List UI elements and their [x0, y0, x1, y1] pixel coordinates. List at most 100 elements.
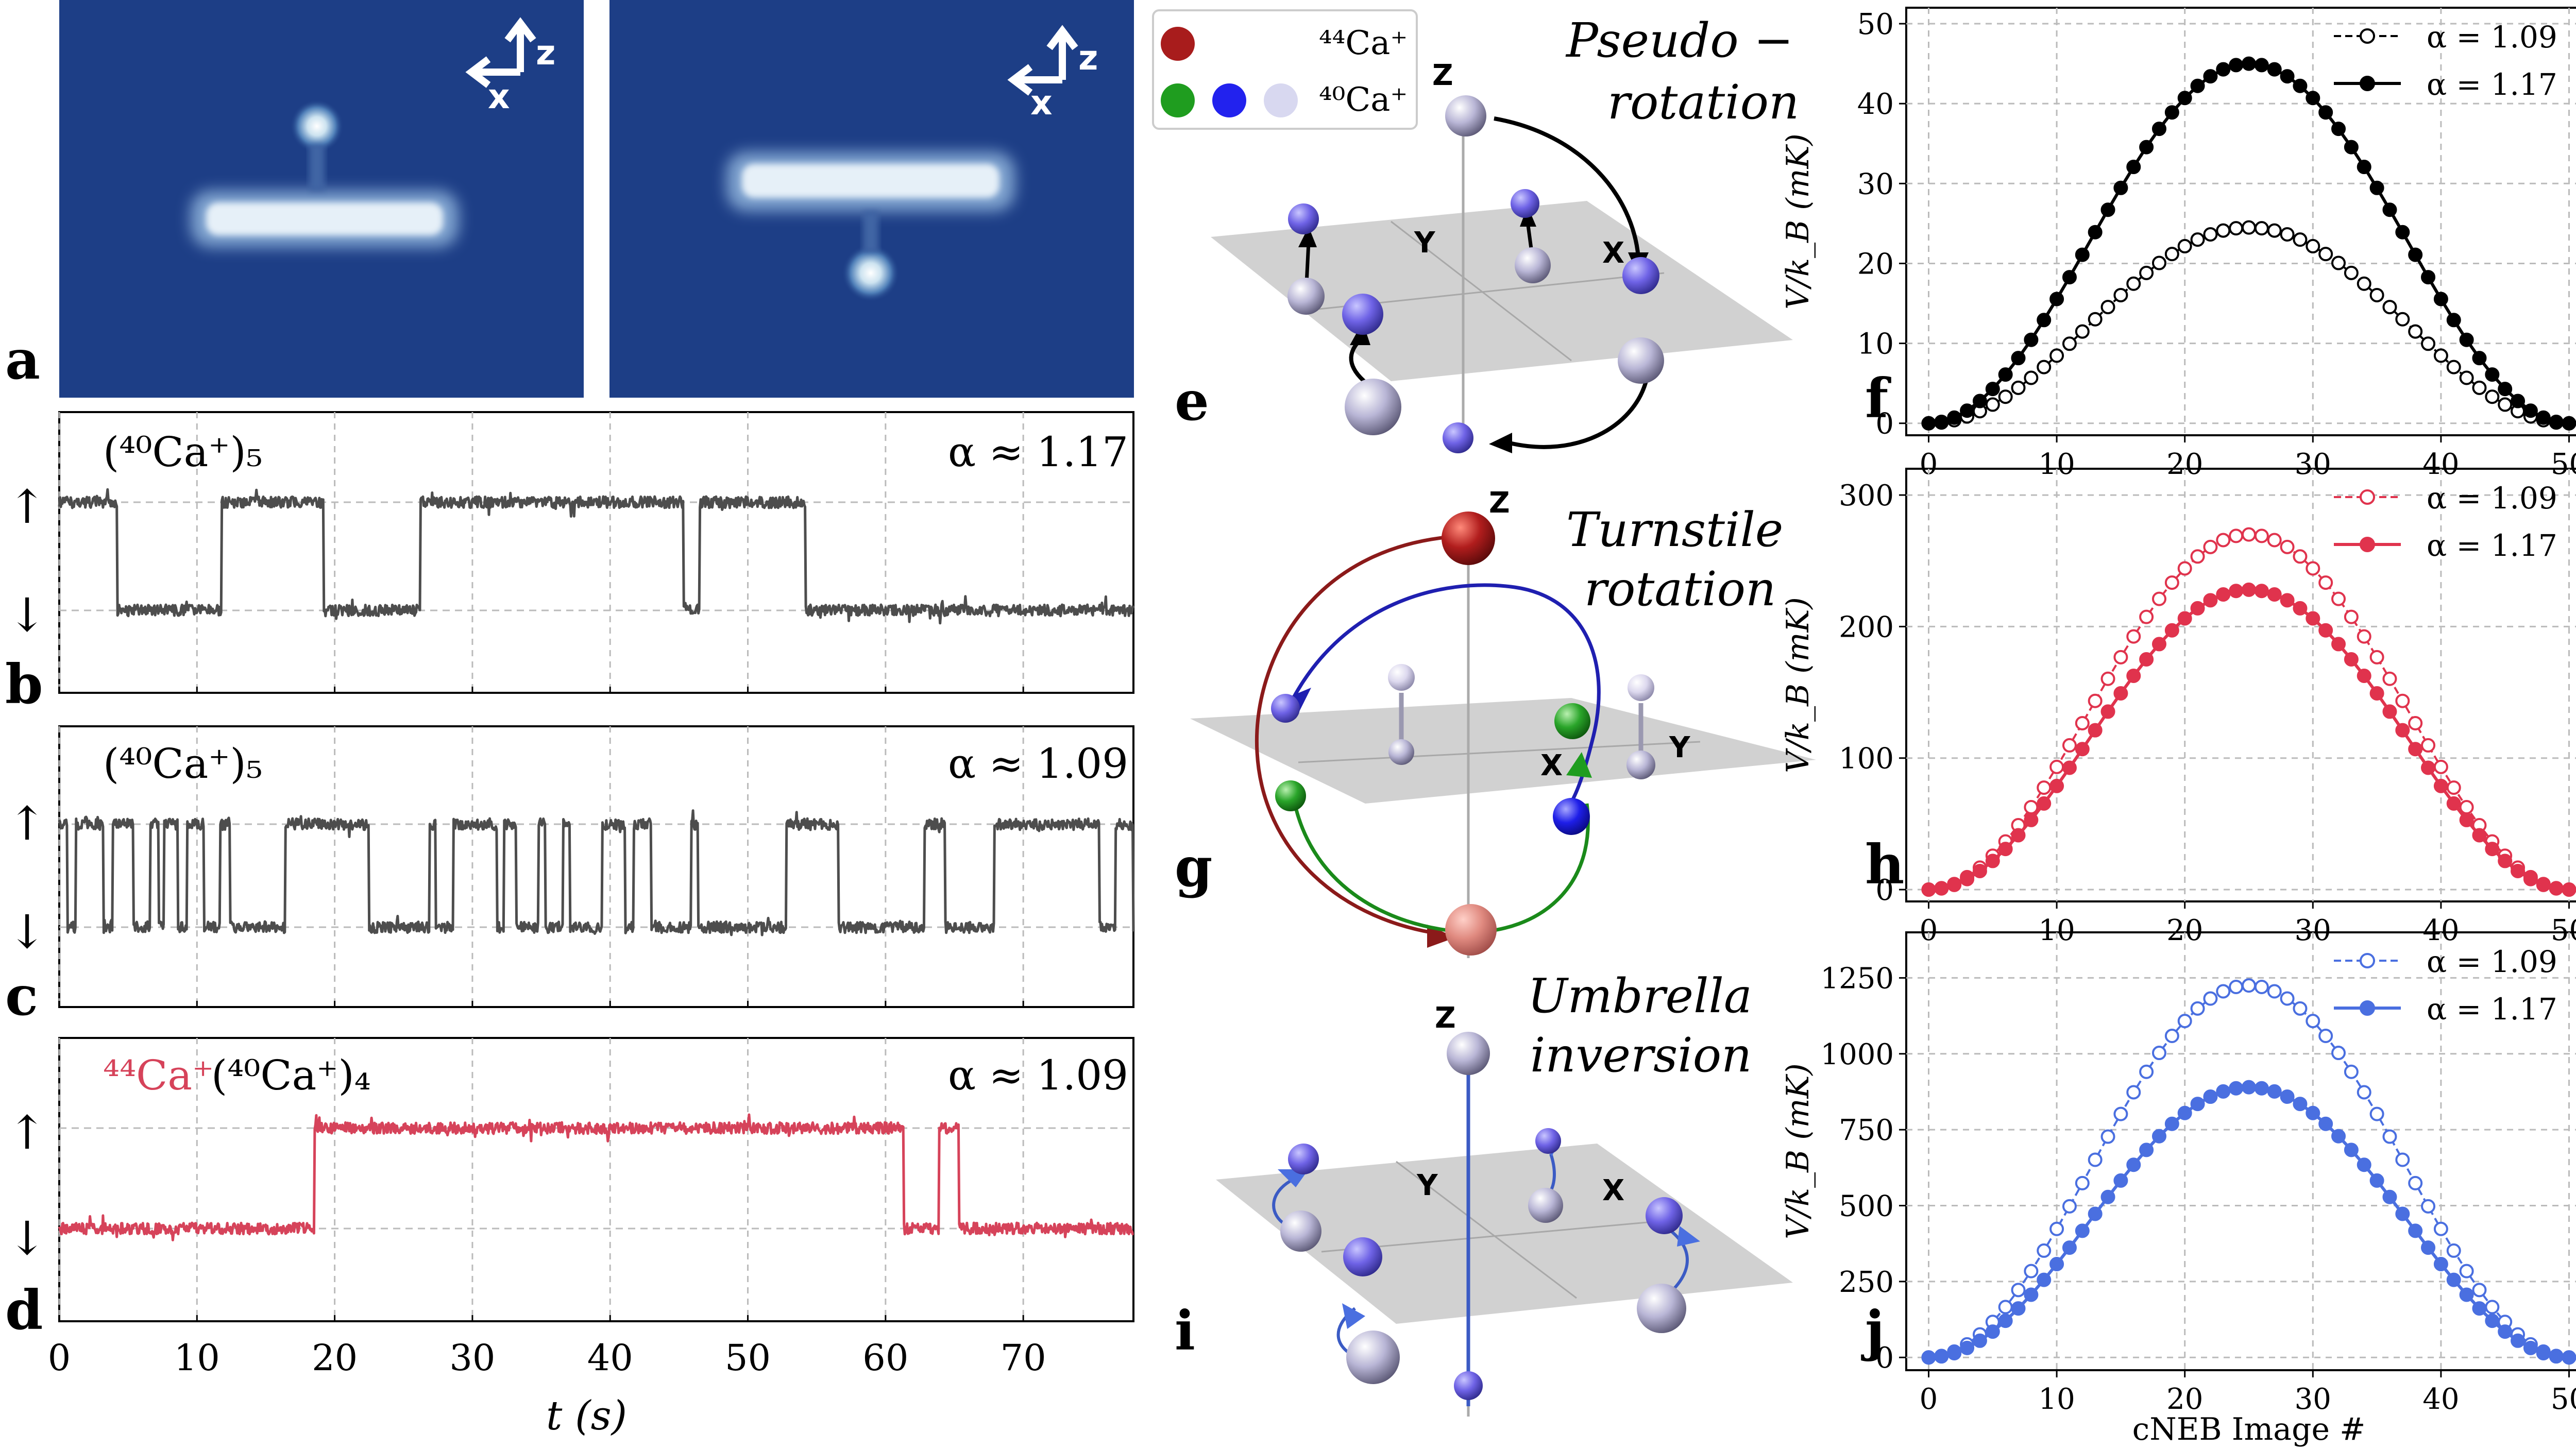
data-point [2113, 1106, 2128, 1121]
data-point [2511, 394, 2526, 408]
panel-j-series-alpha-117 [1921, 1080, 2576, 1365]
panel-f-y-axis-label: V/k_B (mK) [1780, 133, 1816, 310]
panel-f-x-tick-label: 0 [1920, 448, 1938, 481]
panel-h-y-tick-label: 0 [1875, 874, 1894, 907]
data-point [2331, 1046, 2346, 1061]
series-line [1928, 588, 2569, 891]
time-axis-label: t (s) [546, 1393, 627, 1439]
data-point [2344, 609, 2359, 624]
panel-g-x-label: X [1540, 749, 1563, 782]
species-legend [1152, 9, 1418, 130]
data-point [2190, 1097, 2205, 1112]
data-point [2523, 1340, 2538, 1355]
panel-i-diagram [1216, 1032, 1793, 1417]
panel-f-y-tick-label: 0 [1875, 407, 1894, 441]
panel-letter-g: g [1175, 835, 1212, 899]
data-point [2216, 587, 2231, 602]
data-point [2049, 348, 2064, 363]
panel-e-y-label: Y [1414, 226, 1436, 260]
legend-marker [2360, 489, 2375, 505]
data-point [2049, 292, 2064, 306]
panel-i-z-label: Z [1435, 1001, 1456, 1035]
data-point [2139, 140, 2154, 155]
data-point [1998, 367, 2013, 382]
data-point [1934, 1349, 1949, 1364]
panel-h-x-tick-label: 40 [2422, 914, 2459, 947]
data-point [2203, 593, 2218, 608]
data-point [2562, 1350, 2576, 1365]
data-point [2344, 265, 2359, 280]
data-point [2190, 78, 2205, 93]
data-point [2382, 704, 2397, 719]
panel-d-species-44: ⁴⁴Ca⁺ [103, 1051, 214, 1099]
data-point [2267, 223, 2282, 238]
data-point [2216, 223, 2231, 238]
data-point [2075, 1175, 2090, 1190]
data-point [2446, 796, 2461, 811]
panel-f-y-tick-label: 50 [1857, 8, 1894, 41]
panel-h-y-axis-label: V/k_B (mK) [1780, 597, 1816, 773]
panel-e-title-line2: rotation [1607, 75, 1799, 130]
data-point [2536, 877, 2551, 892]
data-point [2331, 637, 2346, 652]
data-point [2331, 122, 2346, 137]
data-point [2433, 1221, 2448, 1236]
panel-f-x-tick-label: 30 [2295, 448, 2331, 481]
data-point [2433, 292, 2448, 306]
data-point [2190, 601, 2205, 616]
data-point [1921, 416, 1936, 431]
panel-g-diagram [1190, 512, 1816, 958]
data-point [2318, 623, 2333, 638]
data-point [2293, 1001, 2308, 1016]
data-point [2536, 1346, 2551, 1361]
data-point [2100, 671, 2115, 686]
data-point [2100, 704, 2115, 719]
panel-letter-b: b [5, 652, 43, 716]
data-point [2293, 232, 2308, 247]
data-point [2421, 270, 2436, 285]
data-point [2498, 854, 2513, 868]
data-point [2280, 227, 2295, 242]
data-point [2254, 58, 2269, 73]
data-point [2306, 1105, 2320, 1120]
data-point [2485, 389, 2500, 404]
data-point [2472, 1283, 2487, 1298]
panel-h-series-alpha-117 [1921, 582, 2576, 897]
data-point [2421, 1199, 2436, 1214]
data-point [2075, 1223, 2090, 1238]
data-point [2100, 1129, 2115, 1144]
panel-j-y-tick-label: 1000 [1820, 1038, 1894, 1071]
legend-marker [2360, 76, 2375, 91]
panel-a-z-label-left: z [536, 33, 555, 73]
data-point [2177, 561, 2192, 576]
panel-d-species-40: (⁴⁰Ca⁺)₄ [211, 1051, 371, 1099]
data-point [2151, 1046, 2166, 1061]
panel-f-y-tick-label: 20 [1857, 247, 1894, 281]
data-point [2433, 759, 2448, 774]
data-point [2190, 232, 2205, 247]
data-point [2369, 1173, 2384, 1188]
panel-b-up-arrow: ↑ [8, 480, 46, 534]
data-point [2229, 980, 2244, 995]
data-point [1998, 1300, 2013, 1315]
data-point [2011, 1301, 2026, 1316]
data-point [2446, 360, 2461, 374]
data-point [2024, 370, 2039, 385]
data-point [2369, 650, 2384, 664]
legend-marker [2360, 28, 2375, 44]
data-point [2229, 529, 2244, 543]
data-point [2523, 403, 2538, 418]
time-tick-label: 50 [725, 1337, 771, 1379]
data-point [2318, 1029, 2333, 1044]
data-point [2280, 69, 2295, 84]
data-point [2164, 575, 2179, 590]
data-point [2395, 225, 2410, 240]
panel-h-frame [1905, 468, 2576, 902]
series-line [1928, 1085, 2569, 1359]
data-point [2459, 812, 2474, 827]
panel-e-z-label: Z [1432, 59, 1453, 92]
data-point [2049, 778, 2064, 793]
data-point [2357, 669, 2371, 684]
panel-j-x-axis-label: cNEB Image # [2132, 1411, 2366, 1447]
data-point [2190, 1001, 2205, 1016]
